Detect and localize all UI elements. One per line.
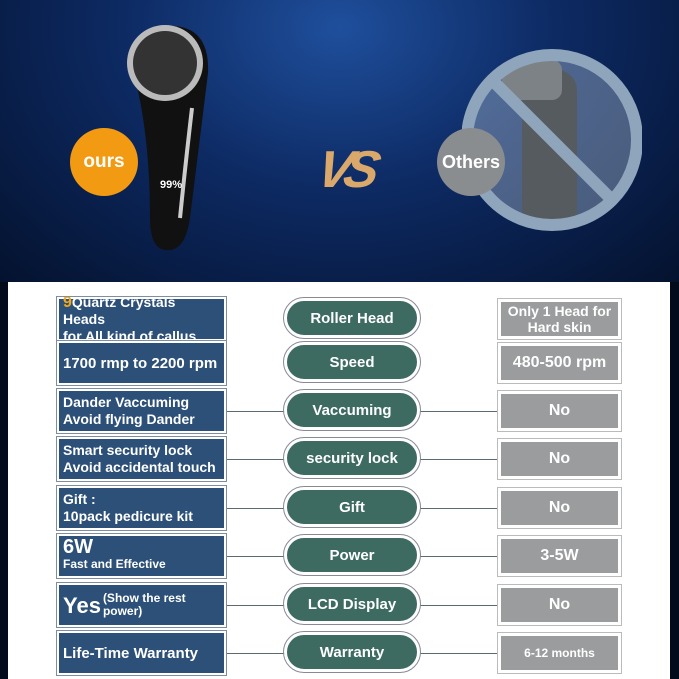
connector-line: [420, 605, 500, 606]
others-spec-box: No: [497, 584, 622, 626]
connector-line: [226, 508, 286, 509]
ours-spec-box: Life-Time Warranty: [56, 630, 227, 676]
ours-spec-box: 9Quartz Crystals Heads for All kind of ca…: [56, 293, 227, 344]
ours-text: Life-Time Warranty: [63, 644, 199, 662]
feature-pill: LCD Display: [283, 583, 421, 625]
feature-pill: Speed: [283, 341, 421, 383]
comparison-row: 9Quartz Crystals Heads for All kind of ca…: [0, 293, 679, 344]
ours-spec-box: Yes (Show the rest power): [56, 582, 227, 628]
others-spec-box: 3-5W: [497, 535, 622, 577]
connector-line: [420, 459, 500, 460]
feature-pill: security lock: [283, 437, 421, 479]
feature-pill: Gift: [283, 486, 421, 528]
connector-line: [420, 411, 500, 412]
comparison-row: 6W Fast and Effective Power 3-5W: [0, 533, 679, 579]
comparison-row: 1700 rmp to 2200 rpm Speed 480-500 rpm: [0, 340, 679, 386]
others-spec-box: No: [497, 487, 622, 529]
feature-pill: Warranty: [283, 631, 421, 673]
connector-line: [420, 556, 500, 557]
comparison-row: Gift :10pack pedicure kit Gift No: [0, 485, 679, 531]
ours-subtext: for All kind of callus: [63, 327, 197, 344]
others-spec-box: Only 1 Head for Hard skin: [497, 298, 622, 340]
connector-line: [226, 411, 286, 412]
connector-line: [226, 459, 286, 460]
comparison-row: Life-Time Warranty Warranty 6-12 months: [0, 630, 679, 676]
ours-count: 9: [63, 293, 72, 311]
ours-subtext: 10pack pedicure kit: [63, 508, 193, 524]
ours-subtext: (Show the rest power): [102, 591, 186, 618]
feature-pill: Vaccuming: [283, 389, 421, 431]
others-spec-box: 480-500 rpm: [497, 342, 622, 384]
connector-line: [420, 508, 500, 509]
ours-spec-box: 1700 rmp to 2200 rpm: [56, 340, 227, 386]
ours-subtext: Avoid flying Dander: [63, 411, 195, 427]
feature-pill: Roller Head: [283, 297, 421, 339]
ours-text: Dander Vaccuming: [63, 394, 190, 410]
ours-subtext: Fast and Effective: [63, 557, 166, 571]
ours-text: 1700 rmp to 2200 rpm: [63, 354, 218, 372]
ours-subtext: Avoid accidental touch: [63, 459, 216, 475]
comparison-row: Dander Vaccuming Avoid flying Dander Vacc…: [0, 388, 679, 434]
connector-line: [226, 556, 286, 557]
others-spec-box: No: [497, 390, 622, 432]
feature-pill: Power: [283, 534, 421, 576]
hero-banner: 99% ours VS Others: [0, 0, 679, 282]
ours-spec-box: Dander Vaccuming Avoid flying Dander: [56, 388, 227, 434]
others-badge: Others: [437, 128, 505, 196]
ours-text: Quartz Crystals Heads: [63, 293, 176, 327]
ours-spec-box: Smart security lock Avoid accidental touc…: [56, 436, 227, 482]
ours-text: Yes: [63, 592, 101, 618]
connector-line: [226, 653, 286, 654]
comparison-row: Yes (Show the rest power) LCD Display No: [0, 582, 679, 628]
vs-label: VS: [311, 141, 378, 199]
our-device-image: 99%: [127, 25, 209, 251]
ours-badge: ours: [70, 128, 138, 196]
others-spec-box: 6-12 months: [497, 632, 622, 674]
ours-text: 6W: [63, 536, 93, 558]
connector-line: [420, 653, 500, 654]
others-spec-box: No: [497, 438, 622, 480]
device-lcd: 99%: [160, 179, 182, 191]
ours-spec-box: 6W Fast and Effective: [56, 533, 227, 579]
ours-text: Gift :: [63, 491, 96, 507]
connector-line: [226, 605, 286, 606]
competitor-device-image: [462, 49, 642, 231]
ours-text: Smart security lock: [63, 442, 193, 458]
ours-spec-box: Gift :10pack pedicure kit: [56, 485, 227, 531]
comparison-row: Smart security lock Avoid accidental touc…: [0, 436, 679, 482]
